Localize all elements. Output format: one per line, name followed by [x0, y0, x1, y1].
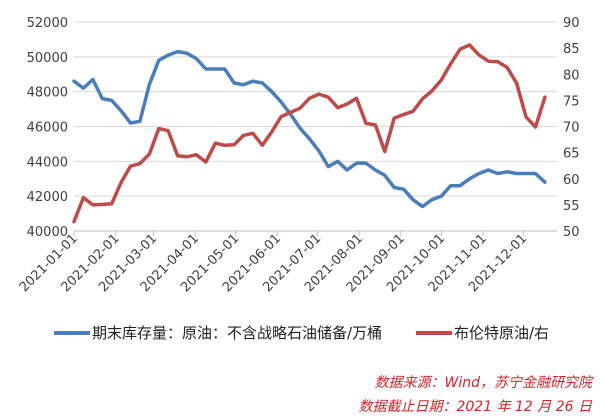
series-lines [72, 43, 547, 224]
right-y-tick-label: 55 [563, 199, 580, 214]
series-line-brent [72, 43, 547, 224]
grid-lines [74, 21, 557, 232]
right-y-tick-label: 65 [563, 147, 580, 162]
left-y-tick-label: 50000 [27, 51, 68, 66]
right-y-tick-label: 75 [563, 94, 580, 109]
x-axis: 2021-01-012021-02-012021-03-012021-04-01… [17, 230, 557, 295]
right-y-axis: 50 55 60 65 70 75 80 85 90 [563, 16, 580, 240]
left-y-tick-label: 44000 [27, 155, 68, 170]
line-chart: 40000 42000 44000 46000 48000 50000 52000 50 55… [17, 16, 580, 342]
right-y-tick-label: 85 [563, 42, 580, 57]
legend: 期末库存量：原油：不含战略石油储备/万桶 布伦特原油/右 [54, 324, 549, 342]
series-line-inventory [72, 49, 547, 209]
right-y-tick-label: 70 [563, 121, 580, 136]
data-source-note: 数据来源：Wind，苏宁金融研究院 [374, 375, 593, 391]
data-cutoff-date-note: 数据截止日期：2021 年 12 月 26 日 [358, 399, 592, 415]
legend-label-inventory: 期末库存量：原油：不含战略石油储备/万桶 [92, 324, 382, 342]
right-y-tick-label: 60 [563, 173, 580, 188]
left-y-tick-label: 52000 [27, 16, 68, 31]
left-y-tick-label: 46000 [27, 121, 68, 136]
left-y-tick-label: 42000 [27, 190, 68, 205]
right-y-tick-label: 90 [563, 16, 580, 31]
right-y-tick-label: 80 [563, 68, 580, 83]
left-y-axis: 40000 42000 44000 46000 48000 50000 52000 [27, 16, 68, 240]
right-y-tick-label: 50 [563, 225, 580, 240]
legend-label-brent: 布伦特原油/右 [454, 324, 549, 342]
left-y-tick-label: 40000 [27, 225, 68, 240]
left-y-tick-label: 48000 [27, 86, 68, 101]
